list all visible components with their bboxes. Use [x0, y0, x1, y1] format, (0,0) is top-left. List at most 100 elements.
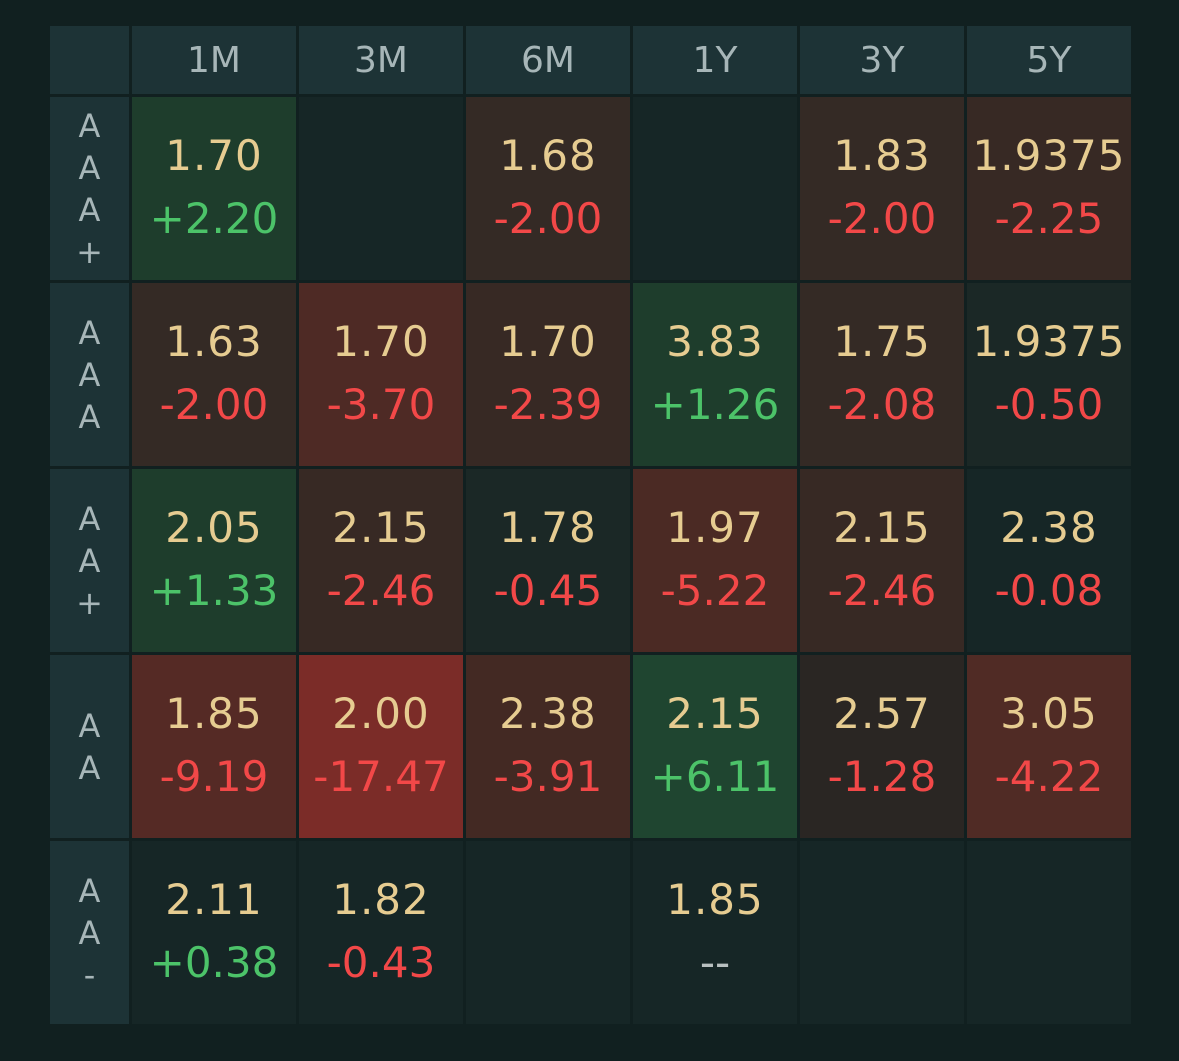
yield-value: 1.78: [499, 502, 597, 552]
row-header-rating[interactable]: A A +: [50, 469, 129, 652]
yield-value: 1.70: [332, 316, 430, 366]
heatmap-cell[interactable]: [633, 97, 797, 280]
rating-label-char: A: [78, 190, 101, 229]
heatmap-cell[interactable]: [800, 841, 964, 1024]
change-value: -2.00: [159, 379, 269, 429]
heatmap-cell[interactable]: 2.15 -2.46: [299, 469, 463, 652]
corner-header-cell: [50, 26, 129, 94]
change-value: -2.08: [827, 379, 937, 429]
yield-value: 2.38: [1000, 502, 1098, 552]
yield-value: 1.82: [332, 874, 430, 924]
heatmap-cell[interactable]: 1.75 -2.08: [800, 283, 964, 466]
change-value: -0.08: [994, 565, 1104, 615]
heatmap-cell[interactable]: [967, 841, 1131, 1024]
yield-value: 1.83: [833, 130, 931, 180]
heatmap-cell[interactable]: 2.15 +6.11: [633, 655, 797, 838]
yield-value: 1.97: [666, 502, 764, 552]
yield-value: 3.83: [666, 316, 764, 366]
heatmap-cell[interactable]: 1.85 -9.19: [132, 655, 296, 838]
change-value: +1.33: [149, 565, 279, 615]
heatmap-cell[interactable]: 1.9375 -0.50: [967, 283, 1131, 466]
heatmap-cell[interactable]: 2.05 +1.33: [132, 469, 296, 652]
heatmap-cell[interactable]: 1.9375 -2.25: [967, 97, 1131, 280]
rating-label-char: +: [76, 232, 103, 271]
change-value: -2.46: [326, 565, 436, 615]
heatmap-cell[interactable]: 1.83 -2.00: [800, 97, 964, 280]
yield-value: 1.85: [165, 688, 263, 738]
rating-label-char: A: [78, 106, 101, 145]
yield-value: 1.70: [499, 316, 597, 366]
change-value: -2.00: [493, 193, 603, 243]
rating-label-char: A: [78, 541, 101, 580]
change-value: --: [699, 937, 731, 987]
heatmap-cell[interactable]: 1.85 --: [633, 841, 797, 1024]
heatmap-cell[interactable]: 1.82 -0.43: [299, 841, 463, 1024]
column-header-3m[interactable]: 3M: [299, 26, 463, 94]
yield-value: 2.00: [332, 688, 430, 738]
rating-label-char: +: [76, 583, 103, 622]
change-value: -2.39: [493, 379, 603, 429]
yield-value: 1.9375: [972, 316, 1126, 366]
column-header-6m[interactable]: 6M: [466, 26, 630, 94]
yield-value: 3.05: [1000, 688, 1098, 738]
heatmap-cell[interactable]: 1.70 -3.70: [299, 283, 463, 466]
yield-value: 2.38: [499, 688, 597, 738]
rating-label-char: A: [78, 148, 101, 187]
heatmap-cell[interactable]: 2.38 -3.91: [466, 655, 630, 838]
heatmap-cell[interactable]: 2.38 -0.08: [967, 469, 1131, 652]
rating-label-char: -: [83, 955, 96, 994]
change-value: +1.26: [650, 379, 780, 429]
rating-label-char: A: [78, 913, 101, 952]
heatmap-cell[interactable]: [299, 97, 463, 280]
rating-label-char: A: [78, 313, 101, 352]
heatmap-cell[interactable]: 1.97 -5.22: [633, 469, 797, 652]
rating-label-char: A: [78, 871, 101, 910]
row-header-rating[interactable]: A A A +: [50, 97, 129, 280]
heatmap-cell[interactable]: 1.63 -2.00: [132, 283, 296, 466]
change-value: -3.70: [326, 379, 436, 429]
heatmap-cell[interactable]: 1.70 -2.39: [466, 283, 630, 466]
change-value: -2.25: [994, 193, 1104, 243]
column-header-3y[interactable]: 3Y: [800, 26, 964, 94]
yield-value: 1.75: [833, 316, 931, 366]
change-value: -4.22: [994, 751, 1104, 801]
yield-value: 2.05: [165, 502, 263, 552]
yield-value: 1.9375: [972, 130, 1126, 180]
change-value: -2.00: [827, 193, 937, 243]
change-value: -0.43: [326, 937, 436, 987]
heatmap-cell[interactable]: 2.11 +0.38: [132, 841, 296, 1024]
heatmap-cell[interactable]: 3.83 +1.26: [633, 283, 797, 466]
rating-label-char: A: [78, 397, 101, 436]
change-value: -0.50: [994, 379, 1104, 429]
heatmap-cell[interactable]: 1.70 +2.20: [132, 97, 296, 280]
heatmap-cell[interactable]: 2.00 -17.47: [299, 655, 463, 838]
heatmap-cell[interactable]: 2.15 -2.46: [800, 469, 964, 652]
heatmap-cell[interactable]: 2.57 -1.28: [800, 655, 964, 838]
heatmap-grid: 1M 3M 6M 1Y 3Y 5Y A A A +1.70 +2.20 1.68 -2.00 1.83 -2…: [50, 26, 1131, 1024]
rating-label-char: A: [78, 355, 101, 394]
change-value: -0.45: [493, 565, 603, 615]
change-value: -2.46: [827, 565, 937, 615]
rating-label-char: A: [78, 748, 101, 787]
column-header-1y[interactable]: 1Y: [633, 26, 797, 94]
yield-value: 1.70: [165, 130, 263, 180]
yield-value: 1.63: [165, 316, 263, 366]
yield-value: 2.15: [332, 502, 430, 552]
change-value: -3.91: [493, 751, 603, 801]
heatmap-cell[interactable]: 1.68 -2.00: [466, 97, 630, 280]
heatmap-cell[interactable]: 1.78 -0.45: [466, 469, 630, 652]
column-header-5y[interactable]: 5Y: [967, 26, 1131, 94]
column-header-1m[interactable]: 1M: [132, 26, 296, 94]
yield-value: 2.15: [666, 688, 764, 738]
rating-label-char: A: [78, 499, 101, 538]
heatmap-cell[interactable]: [466, 841, 630, 1024]
yield-value: 1.68: [499, 130, 597, 180]
heatmap-cell[interactable]: 3.05 -4.22: [967, 655, 1131, 838]
yield-value: 2.57: [833, 688, 931, 738]
change-value: -9.19: [159, 751, 269, 801]
change-value: +6.11: [650, 751, 780, 801]
